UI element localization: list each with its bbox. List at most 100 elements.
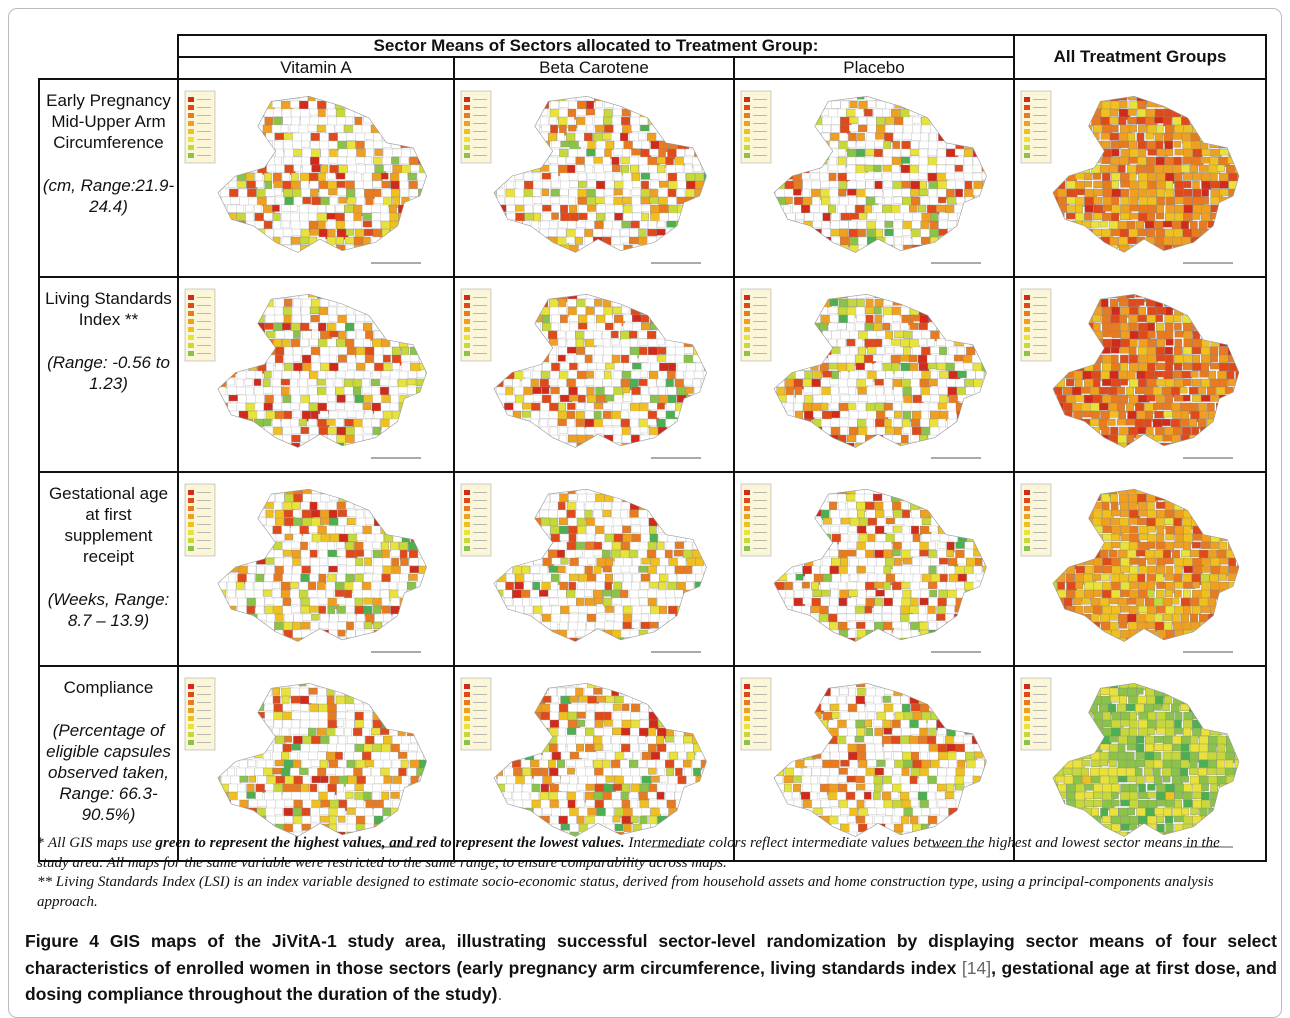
sector — [1210, 347, 1218, 355]
sector — [496, 427, 505, 437]
sector — [373, 181, 383, 187]
sector — [245, 379, 253, 385]
sector — [1083, 237, 1091, 246]
sector — [1082, 435, 1092, 444]
sector — [392, 299, 403, 307]
sector — [338, 630, 346, 636]
legend-chip — [188, 530, 194, 535]
sector — [658, 291, 667, 299]
sector — [392, 566, 401, 575]
sector — [1228, 395, 1236, 404]
sector — [330, 614, 339, 623]
sector — [220, 117, 228, 125]
sector — [805, 331, 812, 341]
sector — [400, 189, 408, 197]
sector — [212, 363, 220, 373]
sector — [230, 141, 238, 151]
sector — [648, 93, 657, 103]
sector — [309, 419, 317, 426]
sector — [551, 189, 560, 196]
sector — [337, 550, 346, 556]
sector — [213, 165, 224, 174]
sector — [505, 451, 513, 462]
sector — [1055, 165, 1062, 175]
sector — [1128, 371, 1136, 380]
sector — [560, 205, 567, 213]
sector — [514, 125, 521, 135]
sector — [784, 149, 794, 159]
sector — [327, 245, 337, 252]
sector — [936, 109, 944, 120]
sector — [523, 486, 531, 496]
sector — [605, 395, 614, 401]
sector — [365, 315, 375, 322]
sector — [495, 93, 502, 103]
sector — [1156, 395, 1165, 404]
sector — [1130, 339, 1138, 347]
sector — [329, 355, 337, 363]
legend-chip — [188, 335, 194, 340]
sector — [357, 486, 367, 495]
sector — [513, 117, 524, 124]
sector — [940, 213, 948, 220]
sector — [505, 486, 512, 494]
sector — [1209, 237, 1219, 244]
sector — [948, 237, 959, 245]
sector — [522, 510, 531, 516]
sector — [1117, 419, 1126, 425]
sector — [775, 173, 783, 183]
sector — [940, 101, 951, 108]
sector — [874, 189, 882, 197]
sector — [938, 315, 946, 323]
sector — [802, 339, 813, 346]
sector — [381, 245, 389, 251]
sector — [416, 101, 424, 108]
sector — [640, 518, 649, 527]
sector — [1220, 197, 1232, 207]
sector — [400, 574, 409, 582]
sector — [820, 443, 829, 451]
sector — [631, 125, 640, 131]
sector — [522, 299, 532, 306]
sector — [895, 371, 905, 377]
sector — [220, 435, 229, 441]
sector — [248, 363, 256, 370]
sector — [418, 646, 429, 654]
sector — [777, 125, 785, 136]
sector — [230, 630, 242, 641]
sector — [371, 253, 382, 260]
sector — [622, 221, 630, 228]
sector — [1229, 205, 1238, 212]
sector — [1184, 331, 1192, 339]
sector — [497, 315, 504, 323]
sector — [1065, 427, 1077, 438]
sector — [362, 379, 369, 387]
sector — [1192, 253, 1203, 261]
sector — [603, 403, 612, 410]
sector — [212, 630, 220, 639]
sector — [657, 117, 664, 124]
sector — [363, 109, 371, 117]
sector — [523, 371, 530, 378]
sector — [239, 315, 250, 326]
sector — [542, 363, 552, 372]
sector — [1201, 125, 1209, 134]
sector — [308, 101, 318, 109]
sector — [795, 125, 805, 134]
sector — [1066, 315, 1073, 325]
sector — [829, 307, 839, 313]
sector — [575, 237, 582, 244]
sector — [248, 315, 259, 323]
sector — [317, 101, 326, 109]
sector — [703, 486, 712, 495]
sector — [684, 403, 692, 413]
legend-chip — [1024, 351, 1030, 356]
sector — [710, 331, 718, 337]
sector — [659, 387, 666, 395]
sector — [1236, 109, 1244, 117]
sector — [419, 141, 428, 149]
sector — [1129, 451, 1140, 461]
row-detail: (Range: -0.56 to 1.23) — [40, 352, 177, 394]
sector — [531, 93, 542, 103]
sector — [702, 502, 711, 509]
